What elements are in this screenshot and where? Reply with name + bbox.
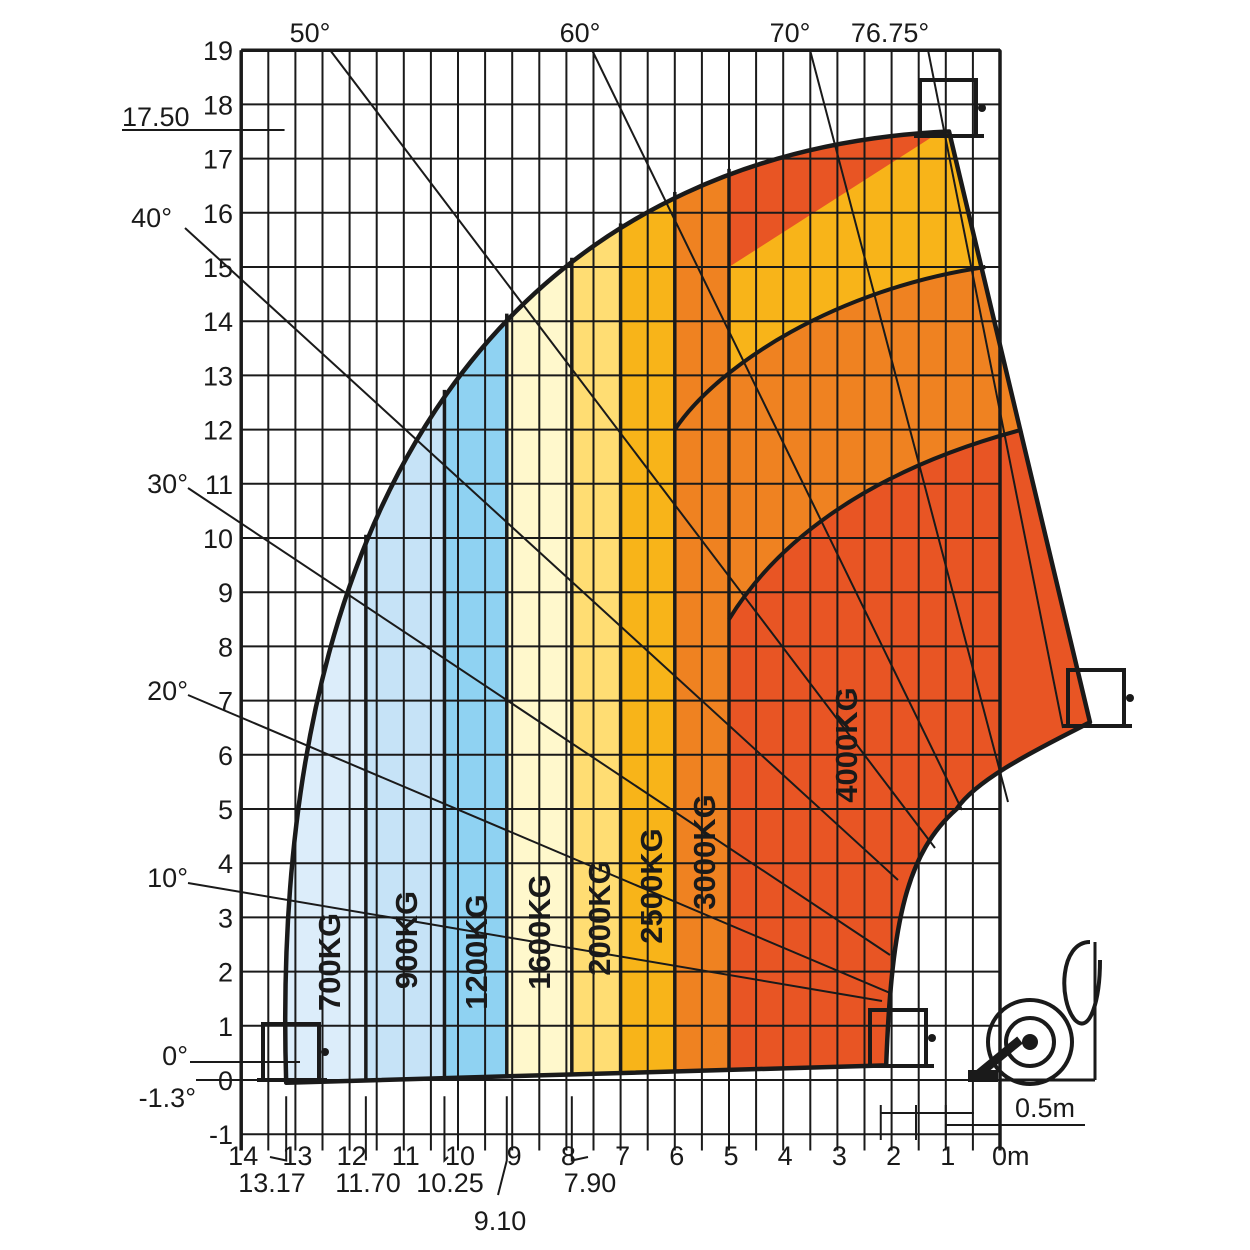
angle-line	[187, 694, 891, 994]
angle-label: 60°	[560, 18, 601, 48]
machine-drawing	[257, 78, 1134, 1140]
wheel-axle-icon	[1022, 1034, 1038, 1050]
y-tick-label: 9	[218, 578, 233, 608]
y-tick-label: 0	[218, 1066, 233, 1096]
angle-line	[927, 49, 1064, 729]
load-label-3000kg: 3000KG	[687, 794, 722, 909]
load-label-700kg: 700KG	[312, 913, 347, 1011]
angle-label: 50°	[290, 18, 331, 48]
angle-label: 20°	[147, 676, 188, 706]
zone-boundary-arc	[673, 265, 986, 431]
boom-pivot-base	[968, 1070, 998, 1082]
reach-mark-label: 11.70	[335, 1168, 401, 1198]
angle-line	[187, 487, 891, 956]
cab-outline	[1062, 940, 1102, 1026]
carriage-pin	[978, 104, 986, 112]
reach-mark-label: 10.25	[416, 1168, 484, 1198]
angle-line	[187, 882, 883, 1002]
load-label-2500kg: 2500KG	[634, 828, 669, 943]
y-tick-label: 16	[203, 199, 233, 229]
angle-label: 76.75°	[851, 18, 929, 48]
reach-leader	[570, 1096, 589, 1162]
y-tick-label: 6	[218, 741, 233, 771]
zone-boundary-arc	[727, 427, 1023, 621]
y-tick-label: 5	[218, 795, 233, 825]
reach-mark-label: 7.90	[564, 1168, 617, 1198]
y-tick-label: 4	[218, 849, 233, 879]
angle-label: 10°	[147, 863, 188, 893]
y-tick-label: 18	[203, 90, 233, 120]
y-tick-label: 13	[203, 361, 233, 391]
y-tick-label: 15	[203, 253, 233, 283]
load-label-1200kg: 1200KG	[459, 894, 494, 1009]
y-tick-label: 1	[218, 1012, 233, 1042]
y-tick-label: 10	[203, 524, 233, 554]
boom-angle-lines	[122, 49, 1064, 1081]
y-tick-label: 17	[203, 145, 233, 175]
x-tick-label: 2	[886, 1141, 901, 1171]
angle-label: -1.3°	[139, 1083, 196, 1113]
zone-900kg	[365, 384, 445, 1081]
angle-line	[329, 49, 936, 849]
y-tick-label: 19	[203, 36, 233, 66]
x-tick-label: 8	[561, 1141, 576, 1171]
angle-line	[184, 227, 899, 881]
carriage-pin	[1126, 694, 1134, 702]
x-tick-label: 0m	[992, 1141, 1030, 1171]
load-label-4000kg: 4000KG	[829, 687, 864, 802]
x-tick-label: 11	[392, 1141, 420, 1171]
reach-leader	[497, 1096, 508, 1196]
y-tick-label: -1	[209, 1120, 233, 1150]
angle-label: 70°	[770, 18, 811, 48]
zone-1200kg	[444, 308, 507, 1079]
angle-label: 30°	[147, 469, 188, 499]
wheel-icon	[986, 998, 1074, 1086]
envelope-outline	[283, 129, 1093, 1085]
angle-line	[809, 49, 1009, 803]
y-tick-label: 3	[218, 903, 233, 933]
x-tick-label: 13	[282, 1141, 312, 1171]
x-tick-label: 6	[669, 1141, 684, 1171]
reach-leader	[443, 1096, 449, 1163]
x-tick-label: 7	[615, 1141, 630, 1171]
angle-label: 0°	[162, 1041, 188, 1071]
reach-mark-label: 9.10	[474, 1206, 527, 1236]
angle-label: 40°	[131, 203, 172, 233]
scale-bar-label: 0.5m	[1015, 1093, 1075, 1123]
reach-leader	[269, 1096, 288, 1162]
x-tick-label: 12	[337, 1141, 367, 1171]
reach-mark-label: 13.17	[238, 1168, 306, 1198]
y-tick-label: 8	[218, 632, 233, 662]
y-tick-label: 11	[205, 470, 233, 500]
y-tick-label: 12	[203, 416, 233, 446]
load-label-900kg: 900KG	[389, 891, 424, 989]
carriage-pin	[928, 1034, 936, 1042]
y-tick-label: 14	[203, 307, 233, 337]
x-tick-label: 3	[832, 1141, 847, 1171]
y-tick-label: 7	[218, 687, 233, 717]
envelope-boundary	[283, 129, 1093, 1085]
load-label-1600kg: 1600KG	[522, 874, 557, 989]
x-tick-label: 9	[507, 1141, 522, 1171]
x-tick-label: 10	[445, 1141, 475, 1171]
y-tick-label: 2	[218, 958, 233, 988]
x-tick-label: 4	[778, 1141, 793, 1171]
x-tick-label: 14	[228, 1141, 258, 1171]
wheel-hub-icon	[1004, 1016, 1056, 1068]
x-tick-label: 1	[940, 1141, 955, 1171]
carriage-pin	[321, 1048, 329, 1056]
max-height-label: 17.50	[122, 102, 190, 132]
x-tick-label: 5	[723, 1141, 738, 1171]
load-label-2000kg: 2000KG	[582, 860, 617, 975]
angle-line	[591, 49, 963, 811]
zone-700kg	[286, 529, 366, 1083]
